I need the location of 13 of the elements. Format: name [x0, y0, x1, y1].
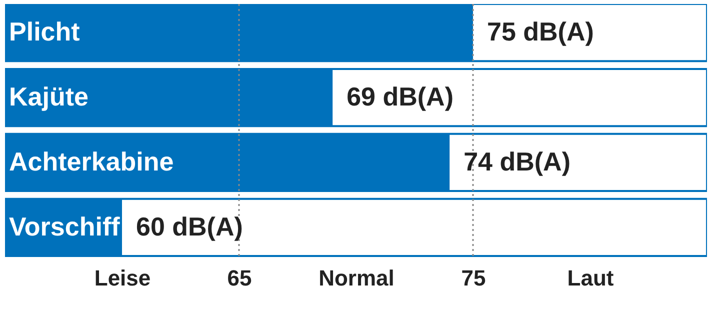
- data-label: 69 dB(A): [346, 82, 454, 112]
- y-tick-label: Plicht: [9, 16, 80, 47]
- x-tick-label: 75: [461, 266, 486, 290]
- x-tick-label: 65: [227, 266, 252, 290]
- x-tick-label: Leise: [94, 266, 151, 290]
- y-tick-label: Vorschiff: [9, 211, 120, 242]
- x-tick-label: Normal: [318, 266, 394, 290]
- y-tick-label: Achterkabine: [9, 146, 174, 176]
- data-label: 74 dB(A): [464, 146, 571, 176]
- x-tick-label: Laut: [567, 266, 614, 290]
- data-label: 60 dB(A): [136, 211, 243, 242]
- data-label: 75 dB(A): [487, 16, 594, 47]
- y-tick-label: Kajüte: [9, 82, 88, 112]
